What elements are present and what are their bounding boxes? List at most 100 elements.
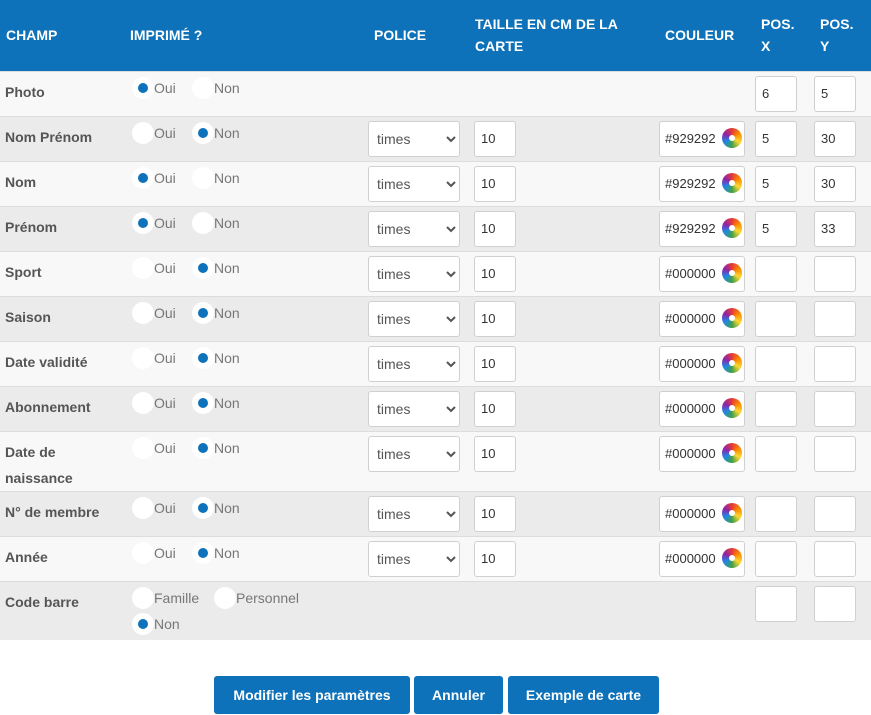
color-picker[interactable]: #000000	[659, 300, 745, 337]
radio-circle[interactable]	[132, 346, 154, 369]
pos-y-cell	[814, 490, 871, 536]
font-select[interactable]: times	[368, 165, 460, 202]
pos-y-input[interactable]	[814, 585, 856, 622]
pos-y-input[interactable]	[814, 165, 856, 202]
color-picker[interactable]: #929292	[659, 120, 745, 157]
color-wheel-icon[interactable]	[722, 217, 742, 238]
color-picker[interactable]: #000000	[659, 255, 745, 292]
modify-settings-button[interactable]: Modifier les paramètres	[214, 676, 410, 714]
pos-y-input[interactable]	[814, 255, 856, 292]
pos-x-input[interactable]	[755, 435, 797, 472]
radio-circle[interactable]	[132, 301, 154, 324]
cancel-button[interactable]: Annuler	[414, 676, 503, 714]
font-select[interactable]: times	[368, 300, 460, 337]
pos-x-input[interactable]	[755, 390, 797, 427]
radio-circle[interactable]	[132, 586, 154, 609]
pos-x-input[interactable]	[755, 585, 797, 622]
color-value: #000000	[665, 400, 716, 416]
field-name: Nom	[5, 173, 37, 190]
radio-circle[interactable]	[132, 211, 154, 234]
pos-y-input[interactable]	[814, 495, 856, 532]
color-wheel-icon[interactable]	[722, 352, 742, 373]
pos-y-input[interactable]	[814, 120, 856, 157]
radio-circle[interactable]	[132, 256, 154, 279]
color-wheel-icon[interactable]	[722, 172, 742, 193]
size-input[interactable]	[474, 495, 516, 532]
radio-circle[interactable]	[132, 436, 154, 459]
pos-y-input[interactable]	[814, 435, 856, 472]
color-wheel-icon[interactable]	[722, 127, 742, 148]
color-picker[interactable]: #000000	[659, 390, 745, 427]
size-input[interactable]	[474, 540, 516, 577]
radio-circle[interactable]	[192, 436, 214, 459]
pos-y-input[interactable]	[814, 75, 856, 112]
color-picker[interactable]: #929292	[659, 165, 745, 202]
size-input[interactable]	[474, 210, 516, 247]
radio-circle[interactable]	[192, 301, 214, 324]
color-picker[interactable]: #000000	[659, 540, 745, 577]
radio-circle[interactable]	[132, 391, 154, 414]
pos-y-input[interactable]	[814, 210, 856, 247]
field-cell: Date validité	[0, 340, 124, 386]
printed-cell: Oui Non	[124, 160, 368, 206]
pos-x-input[interactable]	[755, 255, 797, 292]
color-picker[interactable]: #000000	[659, 435, 745, 472]
pos-x-input[interactable]	[755, 540, 797, 577]
pos-x-input[interactable]	[755, 210, 797, 247]
size-input[interactable]	[474, 300, 516, 337]
font-select[interactable]: times	[368, 390, 460, 427]
font-select[interactable]: times	[368, 540, 460, 577]
pos-y-input[interactable]	[814, 540, 856, 577]
radio-circle[interactable]	[132, 121, 154, 144]
radio-circle[interactable]	[192, 76, 214, 99]
radio-dot	[198, 547, 208, 558]
color-wheel-icon[interactable]	[722, 262, 742, 283]
font-select[interactable]: times	[368, 120, 460, 157]
example-card-button[interactable]: Exemple de carte	[508, 676, 659, 714]
color-wheel-icon[interactable]	[722, 397, 742, 418]
radio-circle[interactable]	[132, 612, 154, 635]
color-wheel-icon[interactable]	[722, 307, 742, 328]
font-select[interactable]: times	[368, 255, 460, 292]
radio-circle[interactable]	[192, 391, 214, 414]
radio-circle[interactable]	[132, 166, 154, 189]
pos-x-input[interactable]	[755, 120, 797, 157]
color-wheel-icon[interactable]	[722, 547, 742, 568]
font-select[interactable]: times	[368, 495, 460, 532]
font-select[interactable]: times	[368, 210, 460, 247]
font-select[interactable]: times	[368, 435, 460, 472]
radio-circle[interactable]	[192, 121, 214, 144]
radio-circle[interactable]	[214, 586, 236, 609]
radio-label: Oui	[154, 214, 176, 231]
size-input[interactable]	[474, 165, 516, 202]
radio-circle[interactable]	[192, 496, 214, 519]
size-input[interactable]	[474, 435, 516, 472]
pos-x-input[interactable]	[755, 495, 797, 532]
color-picker[interactable]: #929292	[659, 210, 745, 247]
size-input[interactable]	[474, 390, 516, 427]
font-select[interactable]: times	[368, 345, 460, 382]
radio-circle[interactable]	[192, 346, 214, 369]
radio-circle[interactable]	[192, 256, 214, 279]
pos-y-input[interactable]	[814, 345, 856, 382]
pos-y-input[interactable]	[814, 300, 856, 337]
color-picker[interactable]: #000000	[659, 495, 745, 532]
color-wheel-icon[interactable]	[722, 502, 742, 523]
pos-x-input[interactable]	[755, 345, 797, 382]
pos-y-input[interactable]	[814, 390, 856, 427]
radio-circle[interactable]	[192, 211, 214, 234]
size-input[interactable]	[474, 120, 516, 157]
radio-circle[interactable]	[192, 541, 214, 564]
radio-circle[interactable]	[132, 496, 154, 519]
radio-circle[interactable]	[132, 76, 154, 99]
pos-x-input[interactable]	[755, 75, 797, 112]
pos-x-input[interactable]	[755, 165, 797, 202]
color-wheel-icon[interactable]	[722, 442, 742, 463]
size-input[interactable]	[474, 345, 516, 382]
size-input[interactable]	[474, 255, 516, 292]
color-picker[interactable]: #000000	[659, 345, 745, 382]
color-value: #000000	[665, 265, 716, 281]
pos-x-input[interactable]	[755, 300, 797, 337]
radio-circle[interactable]	[132, 541, 154, 564]
radio-circle[interactable]	[192, 166, 214, 189]
